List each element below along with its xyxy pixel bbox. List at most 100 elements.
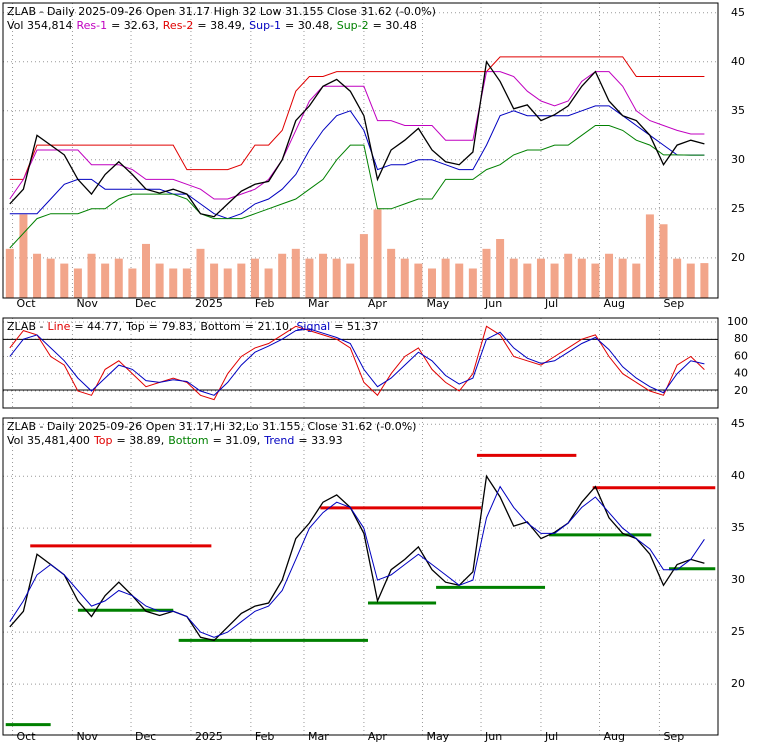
volume-bar xyxy=(428,268,436,298)
volume-bar xyxy=(332,258,341,298)
volume-bar xyxy=(387,248,396,298)
legend-part: Res-2 xyxy=(163,19,194,32)
volume-bar xyxy=(550,263,559,298)
volume-bar xyxy=(210,263,219,298)
volume-bar xyxy=(33,253,42,298)
x-tick-label: Apr xyxy=(368,297,388,310)
x-tick-label: Mar xyxy=(308,730,329,743)
volume-bar xyxy=(19,214,28,298)
indicator-line xyxy=(9,71,705,200)
volume-bar xyxy=(400,258,409,298)
volume-bar xyxy=(278,253,287,298)
volume-bar xyxy=(264,268,273,298)
y-tick-label: 40 xyxy=(731,469,745,482)
volume-bar xyxy=(523,263,532,298)
panel-background xyxy=(3,418,718,735)
legend-part: = 79.83, xyxy=(149,320,197,333)
x-tick-label: Feb xyxy=(255,730,274,743)
y-tick-label: 25 xyxy=(731,625,745,638)
volume-bar xyxy=(46,258,55,298)
legend-part: Top xyxy=(125,320,145,333)
x-tick-label: Jun xyxy=(484,297,502,310)
x-tick-label: Mar xyxy=(308,297,329,310)
legend-part: Sup-1 xyxy=(249,19,281,32)
x-tick-label: Nov xyxy=(76,730,98,743)
legend-part: = 38.49, xyxy=(197,19,245,32)
volume-bar xyxy=(673,258,682,298)
volume-bar xyxy=(536,258,545,298)
y-tick-label: 20 xyxy=(731,677,745,690)
indicator-line xyxy=(9,125,705,249)
volume-bar xyxy=(700,263,709,298)
volume-bar xyxy=(591,263,600,298)
volume-bar xyxy=(169,268,178,298)
x-tick-label: Apr xyxy=(368,730,388,743)
x-tick-label: Sep xyxy=(663,297,684,310)
price-line xyxy=(9,474,705,642)
indicator-line xyxy=(9,485,705,638)
volume-bar xyxy=(291,248,300,298)
legend-part: Vol 35,481,400 xyxy=(7,434,90,447)
volume-bar xyxy=(496,239,505,298)
volume-bar xyxy=(114,258,123,298)
x-tick-label: 2025 xyxy=(195,297,223,310)
volume-bar xyxy=(73,268,82,298)
volume-bar xyxy=(60,263,69,298)
volume-bar xyxy=(319,253,328,298)
legend-part: = 31.09, xyxy=(213,434,261,447)
y-tick-label: 35 xyxy=(731,104,745,117)
x-tick-label: Feb xyxy=(255,297,274,310)
volume-bar xyxy=(455,263,464,298)
legend-part: = 38.89, xyxy=(117,434,165,447)
volume-bar xyxy=(128,268,137,298)
x-tick-label: Jul xyxy=(544,730,558,743)
legend-part: ZLAB - xyxy=(7,320,43,333)
volume-bar xyxy=(250,258,259,298)
legend-part: Top xyxy=(93,434,113,447)
volume-bar xyxy=(5,248,14,298)
legend-part: = 51.37 xyxy=(334,320,378,333)
x-tick-label: Jul xyxy=(544,297,558,310)
indicator-line xyxy=(9,56,705,180)
legend-part: Trend xyxy=(263,434,294,447)
indicator-line xyxy=(9,328,705,396)
x-tick-label: 2025 xyxy=(195,730,223,743)
y-tick-label: 60 xyxy=(734,349,748,362)
x-tick-label: Sep xyxy=(663,730,684,743)
panel-frame xyxy=(2,417,719,736)
legend-part: Sup-2 xyxy=(337,19,369,32)
volume-bar xyxy=(605,253,614,298)
legend-part: = 44.77, xyxy=(74,320,122,333)
volume-bar xyxy=(659,224,668,298)
volume-bar xyxy=(196,248,205,298)
legend-part: Bottom xyxy=(168,434,208,447)
y-tick-label: 35 xyxy=(731,521,745,534)
y-tick-label: 45 xyxy=(731,417,745,430)
x-tick-label: Jun xyxy=(484,730,502,743)
y-tick-label: 45 xyxy=(731,6,745,19)
volume-bar xyxy=(645,214,654,298)
x-tick-label: Dec xyxy=(135,297,156,310)
legend: Vol 35,481,400 Top = 38.89, Bottom = 31.09, T… xyxy=(7,434,343,447)
legend-part: = 32.63, xyxy=(111,19,159,32)
x-tick-label: May xyxy=(426,730,449,743)
legend: ZLAB - Daily 2025-09-26 Open 31.17 High … xyxy=(7,5,436,18)
y-tick-label: 100 xyxy=(727,315,748,328)
volume-bar xyxy=(618,258,627,298)
volume-bar xyxy=(142,243,150,298)
legend-part: = 21.10, xyxy=(245,320,293,333)
legend: Vol 354,814 Res-1 = 32.63, Res-2 = 38.49, Sup… xyxy=(7,19,417,32)
volume-bar xyxy=(223,268,232,298)
y-tick-label: 30 xyxy=(731,573,745,586)
y-tick-label: 20 xyxy=(731,251,745,264)
indicator-line xyxy=(9,105,705,220)
legend-part: Bottom xyxy=(200,320,240,333)
volume-bar xyxy=(346,263,355,298)
legend-part: Res-1 xyxy=(76,19,107,32)
legend-part: Vol 354,814 xyxy=(7,19,72,32)
legend-part: ZLAB - Daily 2025-09-26 Open 31.17,Hi 32… xyxy=(7,420,416,433)
x-tick-label: Oct xyxy=(17,730,37,743)
y-tick-label: 40 xyxy=(734,367,748,380)
volume-bar xyxy=(237,263,246,298)
